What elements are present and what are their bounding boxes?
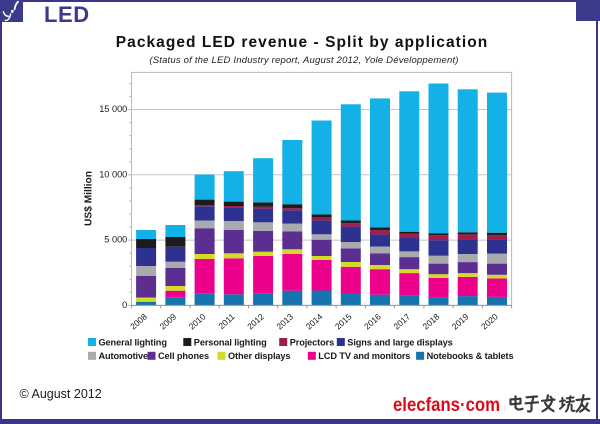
svg-text:Cell phones: Cell phones (158, 351, 209, 361)
svg-text:2017: 2017 (391, 311, 412, 331)
svg-text:15 000: 15 000 (99, 104, 127, 114)
svg-text:LCD TV and monitors: LCD TV and monitors (318, 351, 410, 361)
svg-text:Other displays: Other displays (228, 351, 290, 361)
svg-text:5 000: 5 000 (104, 235, 127, 245)
svg-text:2019: 2019 (450, 311, 471, 331)
svg-text:2009: 2009 (157, 311, 178, 331)
svg-text:Personal lighting: Personal lighting (194, 337, 267, 347)
svg-text:2018: 2018 (421, 311, 442, 331)
svg-text:2012: 2012 (245, 311, 266, 331)
svg-text:Signs and large displays: Signs and large displays (347, 337, 452, 347)
svg-text:2010: 2010 (187, 311, 208, 331)
svg-text:2015: 2015 (333, 311, 354, 331)
svg-text:elecfans·com: elecfans·com (393, 395, 500, 416)
svg-text:2020: 2020 (479, 311, 500, 331)
svg-text:2014: 2014 (304, 311, 325, 331)
svg-text:2013: 2013 (274, 311, 295, 331)
svg-text:2016: 2016 (362, 311, 383, 331)
svg-text:Projectors: Projectors (290, 337, 334, 347)
svg-text:Automotive: Automotive (99, 351, 149, 361)
svg-text:General lighting: General lighting (99, 337, 167, 347)
svg-text:2011: 2011 (216, 311, 236, 331)
svg-text:Notebooks & tablets: Notebooks & tablets (427, 351, 514, 361)
svg-text:10 000: 10 000 (99, 169, 127, 179)
svg-text:2008: 2008 (128, 311, 149, 331)
svg-text:US$ Million: US$ Million (84, 171, 95, 226)
svg-text:0: 0 (122, 300, 127, 310)
